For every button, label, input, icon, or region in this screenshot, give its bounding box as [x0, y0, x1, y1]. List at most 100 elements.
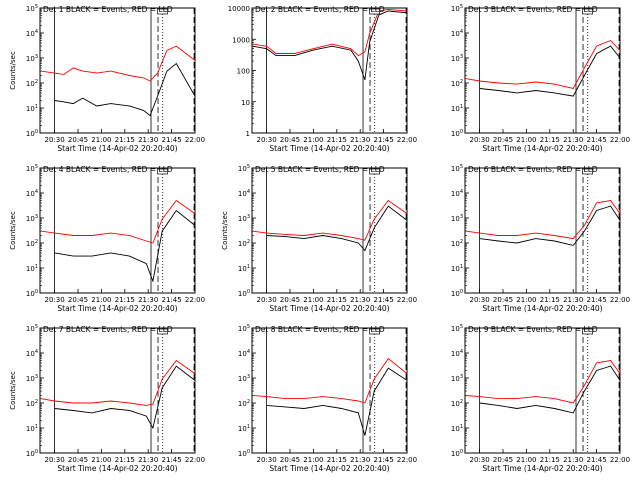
y-tick-label: 101 — [26, 424, 38, 433]
lld-series-line — [40, 199, 196, 244]
x-tick-label: 21:15 — [540, 136, 560, 144]
events-series-line — [479, 205, 621, 246]
x-tick-label: 21:30 — [563, 296, 583, 304]
attenuator-marker — [157, 8, 168, 15]
detector-panel-2: 1 10 100 1000 10000 20:30 20:45 21:00 21:15 21:30… — [228, 5, 417, 153]
y-axis-label: Counts/sec — [9, 211, 17, 250]
x-tick-label: 21:00 — [516, 136, 536, 144]
y-tick-label: 101 — [451, 104, 463, 113]
plot-frame — [251, 167, 408, 294]
attenuator-marker — [582, 328, 593, 335]
lld-series-line — [465, 200, 621, 240]
x-tick-label: 20:45 — [493, 136, 513, 144]
x-axis-label: Start Time (14-Apr-02 20:20:40) — [269, 144, 389, 153]
x-tick-label: 20:30 — [257, 136, 277, 144]
y-axis-label: Counts/sec — [9, 51, 17, 90]
y-tick-label: 105 — [238, 324, 250, 333]
y-tick-label: 105 — [26, 164, 38, 173]
x-tick-label: 22:00 — [397, 456, 417, 464]
y-tick-label: 101 — [238, 264, 250, 273]
panel-title: Det 1 BLACK = Events, RED = LLD — [43, 5, 173, 14]
x-tick-label: 20:45 — [493, 296, 513, 304]
events-series-line — [252, 10, 408, 81]
x-tick-label: 21:15 — [327, 136, 347, 144]
x-tick-label: 20:45 — [68, 456, 88, 464]
y-tick-label: 103 — [238, 214, 250, 223]
y-tick-label: 102 — [238, 239, 250, 248]
y-tick-label: 100 — [238, 449, 250, 458]
y-tick-label: 104 — [451, 29, 463, 38]
y-tick-label: 102 — [26, 239, 38, 248]
y-tick-label: 102 — [451, 239, 463, 248]
y-tick-label: 1 — [246, 130, 250, 138]
x-tick-label: 21:30 — [563, 136, 583, 144]
plot-frame — [39, 327, 196, 454]
x-tick-label: 22:00 — [610, 136, 630, 144]
x-axis-label: Start Time (14-Apr-02 20:20:40) — [269, 304, 389, 313]
plot-frame — [251, 327, 408, 454]
attenuator-marker — [157, 328, 168, 335]
x-tick-label: 20:30 — [45, 296, 65, 304]
plot-frame — [251, 7, 408, 134]
x-tick-label: 21:15 — [540, 456, 560, 464]
x-tick-label: 20:45 — [280, 136, 300, 144]
x-tick-label: 21:15 — [327, 296, 347, 304]
x-tick-label: 21:00 — [303, 456, 323, 464]
lld-series-line — [40, 45, 196, 82]
x-tick-label: 22:00 — [185, 136, 205, 144]
x-tick-label: 21:45 — [374, 456, 394, 464]
panel-title: Det 6 BLACK = Events, RED = LLD — [468, 165, 598, 174]
y-tick-label: 104 — [26, 189, 38, 198]
y-tick-label: 104 — [238, 349, 250, 358]
y-tick-label: 100 — [451, 449, 463, 458]
x-tick-label: 22:00 — [185, 296, 205, 304]
x-tick-label: 21:45 — [587, 296, 607, 304]
lld-series-line — [252, 8, 408, 57]
x-tick-label: 21:00 — [91, 456, 111, 464]
x-axis-label: Start Time (14-Apr-02 20:20:40) — [57, 304, 177, 313]
attenuator-marker — [369, 168, 380, 175]
events-series-line — [479, 365, 621, 414]
y-tick-label: 100 — [238, 289, 250, 298]
y-tick-label: 103 — [26, 214, 38, 223]
x-tick-label: 20:30 — [45, 456, 65, 464]
x-tick-label: 20:45 — [68, 296, 88, 304]
y-tick-label: 104 — [26, 29, 38, 38]
panel-title: Det 7 BLACK = Events, RED = LLD — [43, 325, 173, 334]
y-tick-label: 1000 — [232, 36, 250, 44]
x-tick-label: 21:15 — [540, 296, 560, 304]
x-tick-label: 21:30 — [350, 296, 370, 304]
x-tick-label: 21:45 — [374, 136, 394, 144]
events-series-line — [266, 205, 408, 252]
y-tick-label: 104 — [451, 349, 463, 358]
events-series-line — [54, 365, 196, 430]
x-tick-label: 22:00 — [397, 296, 417, 304]
y-axis-label: Counts/sec — [9, 371, 17, 410]
x-tick-label: 22:00 — [397, 136, 417, 144]
y-tick-label: 100 — [26, 129, 38, 138]
y-tick-label: 10 — [241, 99, 250, 107]
attenuator-marker — [369, 8, 380, 15]
x-tick-label: 22:00 — [610, 296, 630, 304]
panel-title: Det 8 BLACK = Events, RED = LLD — [255, 325, 385, 334]
x-tick-label: 20:30 — [470, 296, 490, 304]
x-tick-label: 21:15 — [115, 456, 135, 464]
y-tick-label: 105 — [26, 324, 38, 333]
x-tick-label: 20:45 — [493, 456, 513, 464]
y-tick-label: 102 — [26, 79, 38, 88]
plot-frame — [39, 167, 196, 294]
y-tick-label: 104 — [26, 349, 38, 358]
x-tick-label: 20:30 — [470, 136, 490, 144]
x-tick-label: 21:00 — [91, 296, 111, 304]
events-series-line — [266, 367, 408, 436]
x-tick-label: 21:00 — [516, 456, 536, 464]
events-series-line — [54, 62, 196, 117]
y-tick-label: 102 — [451, 79, 463, 88]
x-axis-label: Start Time (14-Apr-02 20:20:40) — [57, 144, 177, 153]
